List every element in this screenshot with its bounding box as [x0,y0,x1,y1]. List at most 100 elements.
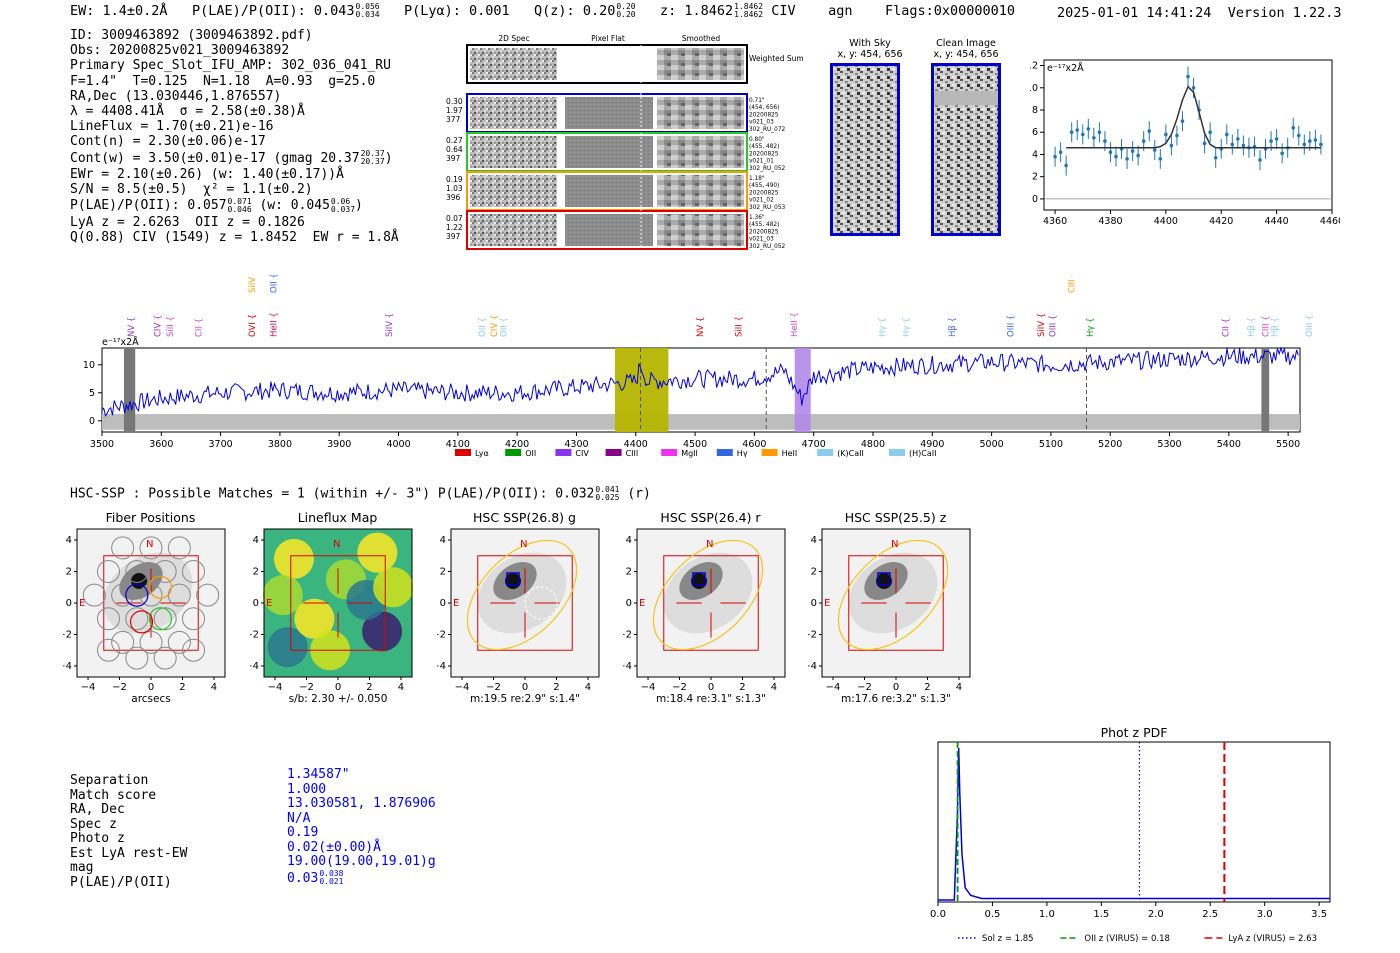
fit-ytick-label: 12 [1030,61,1038,72]
match-key: Photo z [70,831,125,846]
spectrum-highlight-band [615,348,669,432]
header-qz: Q(z): 0.20 [534,3,616,19]
match-keys: Separation Match score RA, Dec Spec z Ph… [70,773,188,890]
spectrum-legend-swatch [716,449,733,456]
fit-data-point [1308,139,1312,143]
photz-pdf-line [938,747,1330,901]
fit-xtick-label: 4440 [1265,216,1289,227]
spectrum-legend-label: (K)CaII [837,449,864,458]
cutout-pixelflat [565,136,653,168]
fiber-highlight [148,575,173,599]
clean-image-title: Clean Image [936,38,996,49]
cutout-left-label: 0.19 [446,175,463,184]
hsc-xtick-label: 0 [522,682,528,693]
cutout-right-label: v021_03 [749,237,774,243]
hsc-xtick-label: −4 [268,682,283,693]
hsc-xtick-label: −4 [641,682,656,693]
spectrum-legend-swatch [505,449,522,456]
hsc-xtick-label: −4 [81,682,96,693]
clean-image-xy: x, y: 454, 656 [933,49,999,60]
photz-xtick-label: 0.0 [930,909,946,920]
match-key: mag [70,860,94,875]
compass-north: N [333,539,340,550]
cutout-right-label: 1.36" [749,215,765,221]
info-fparams: F=1.4" T=0.125 N=1.18 A=0.93 g=25.0 [70,73,376,89]
info-plae-w-hi: 0.06 [330,196,351,206]
fit-data-point [1158,157,1163,161]
fiber-circle [167,536,191,560]
info-primary: Primary Spec_Slot_IFU_AMP: 302_036_041_R… [70,58,391,74]
header-version: Version 1.22.3 [1227,5,1342,21]
fit-ytick-label: 0 [1032,194,1038,205]
cutout-right-label: v021_03 [749,120,774,126]
header-z-hi: 1.8462 [734,2,764,11]
fit-data-point [1103,139,1107,143]
fiber-circle [111,536,135,560]
hsc-panel-title: HSC SSP(25.5) z [844,510,947,525]
cutout-pixelflat [565,97,653,129]
header-plya: P(Lyα): 0.001 [403,3,510,19]
match-plae-hi: 0.038 [319,869,344,878]
fit-data-point [1097,130,1102,135]
cutout-left-label: 396 [446,193,461,202]
photz-xtick-label: 3.5 [1311,909,1327,920]
photz-legend-label: LyA z (VIRUS) = 2.63 [1228,934,1317,944]
match-value: 1.000 [287,781,327,797]
hsc-ytick-label: 0 [253,598,259,609]
spectrum-legend-label: OII [525,449,536,458]
fit-model-line [1066,85,1321,149]
hsc-ytick-label: 0 [66,598,72,609]
hsc-xtick-label: −2 [112,682,127,693]
cutout-right-label: 20200825 [749,112,779,118]
info-civ: Q(0.88) CIV (1549) z = 1.8452 EW r = 1.8… [70,230,399,246]
spectrum-xtick-label: 5300 [1157,439,1181,450]
info-plae-row: P(LAE)/P(OII): 0.057 0.071 0.046 (w: 0.045… [70,196,363,214]
header-plae-hi: 0.056 [355,2,380,11]
spectrum-xtick-label: 4700 [802,439,826,450]
fit-data-point [1313,138,1318,142]
match-value: 19.00(19.00,19.01)g [287,854,436,869]
fit-data-point [1180,119,1185,123]
header-line: CIV [771,3,796,19]
spectrum-line-mark: OIII { [1007,315,1017,337]
spectrum-line-mark: SiIV { [248,275,258,293]
weighted-smoothed [657,48,744,80]
fit-data-point [1169,143,1174,148]
hsc-panel-image: N E −4 −4 −2 −2 0 0 2 2 4 4 m:17.6 re:3.2" s:1.3" [808,528,971,705]
fit-data-point [1114,154,1118,159]
fit-data-point [1269,139,1273,143]
hsc-xtick-label: −4 [826,682,841,693]
spectrum-xtick-label: 4900 [920,439,944,450]
lineflux-map-blob [373,567,414,608]
hsc-panel-caption: m:19.5 re:2.9" s:1.4" [470,693,580,705]
info-lineflux: LineFlux = 1.70(±0.21)e-16 [70,119,274,135]
fiber-circle [153,607,177,631]
clean-image-mask [934,91,998,105]
spectrum-line-mark: OVI { [248,314,258,337]
spectrum-legend-label: Hγ [737,449,748,458]
hsc-ytick-label: 4 [626,535,632,546]
cutout-col-title: 2D Spec [498,34,529,43]
hsc-ellipse [652,539,764,651]
cutout-left-label: 0.27 [446,136,463,145]
match-key: Est LyA rest-EW [70,845,188,861]
cutout-2dspec [470,175,557,207]
hsc-panel-image: N E −4 −4 −2 −2 0 0 2 2 4 4 arcsecs [63,528,226,705]
fit-ytick-label: 10 [1030,83,1038,94]
header-z: z: 1.8462 [659,3,734,19]
info-lyaz: LyA z = 2.6263 OII z = 0.1826 [70,215,305,231]
fit-ytick-label: 2 [1032,172,1038,183]
compass-east: E [266,598,272,609]
spectrum-line-mark: Hγ { [1086,317,1096,337]
with-sky-header: With Sky x, y: 454, 656 [822,38,918,60]
spectrum-line-mark: SiII { [166,316,176,337]
spectrum-noise-band [102,414,1300,430]
compass-north: N [706,539,713,550]
cutout-2dspec [470,97,557,129]
fit-xtick-label: 4400 [1154,216,1178,227]
fit-data-point [1175,133,1179,138]
spectrum-line-mark: CII { [1221,318,1231,337]
hsc-ytick-label: 4 [440,535,446,546]
